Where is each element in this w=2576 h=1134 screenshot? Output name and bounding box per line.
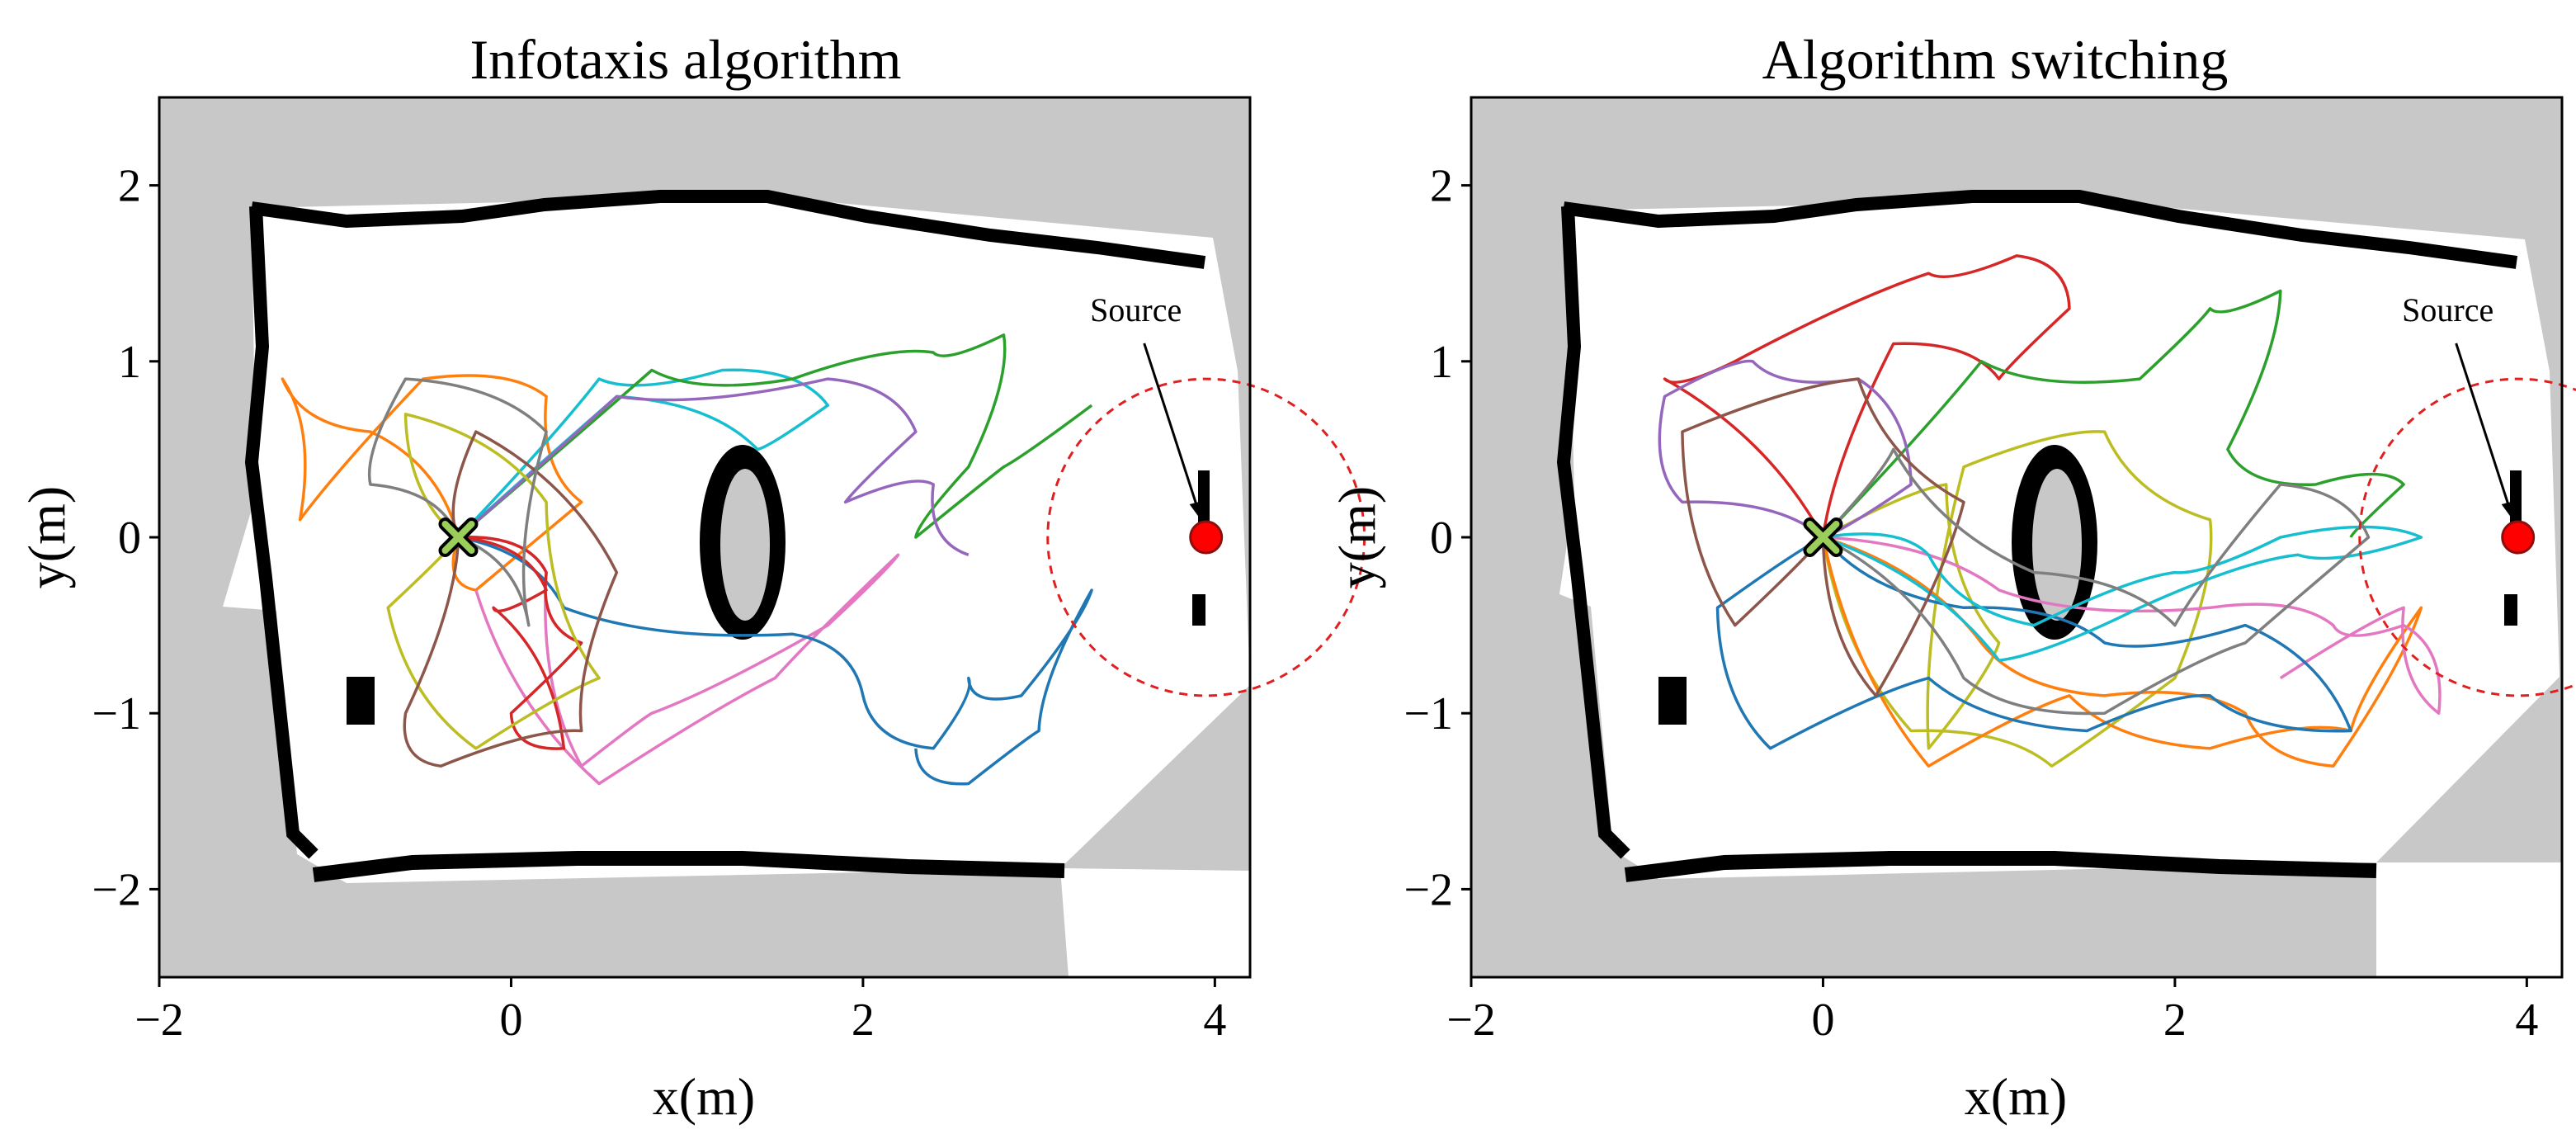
map-obstacle-inner <box>720 469 770 621</box>
map-obstacle-right-2 <box>1192 594 1205 626</box>
source-arrow <box>1143 343 1201 515</box>
trajectory-line <box>1681 377 1965 697</box>
source-label: Source <box>1090 291 1182 328</box>
y-axis-ticks: −2 −1 0 1 2 <box>1404 161 1471 915</box>
trajectory-series <box>1658 254 2442 768</box>
map-obstacle-small <box>1658 677 1687 725</box>
map-obstacle-small <box>347 677 375 725</box>
trajectory-line <box>458 536 1093 786</box>
trajectory-line <box>1823 536 2442 715</box>
trajectory-line <box>1658 359 1913 539</box>
source-marker <box>1189 520 1224 555</box>
chart-title: Algorithm switching <box>1762 28 2229 91</box>
y-tick-label: −1 <box>1404 688 1453 739</box>
x-axis-label: x(m) <box>653 1067 755 1126</box>
y-axis-label: y(m) <box>17 486 76 588</box>
trajectory-line <box>1822 447 2371 716</box>
x-tick-label: 4 <box>1203 995 1226 1046</box>
source-label: Source <box>2402 291 2493 328</box>
start-marker-fill <box>441 521 475 554</box>
map-obstacle-inner <box>2032 469 2082 621</box>
start-marker <box>1803 517 1843 557</box>
panel-infotaxis: Infotaxis algorithm Source −2 0 2 4 −2 −1 0 1 2… <box>17 28 1366 1126</box>
source-arrow <box>2455 343 2513 515</box>
x-tick-label: −2 <box>1446 995 1496 1046</box>
y-tick-label: 1 <box>118 337 141 388</box>
panel-algorithm-switching: Algorithm switching Source −2 0 2 4 −2 −1 0 1 2… <box>1328 28 2576 1126</box>
start-marker-fill <box>1806 521 1840 554</box>
map-obstacle-right-2 <box>2504 594 2517 626</box>
map-wall-top <box>1562 190 2518 269</box>
trajectory-line <box>1821 430 2213 768</box>
x-tick-label: −2 <box>134 995 184 1046</box>
y-tick-label: −1 <box>92 688 141 739</box>
x-axis-label: x(m) <box>1965 1067 2067 1126</box>
trajectory-series <box>281 333 1093 786</box>
trajectory-line <box>1663 254 2071 538</box>
x-tick-label: 4 <box>2515 995 2538 1046</box>
source-radius-ring <box>1046 377 1366 697</box>
trajectory-line <box>1822 289 2405 539</box>
x-axis-ticks: −2 0 2 4 <box>1446 977 2538 1046</box>
chart-title: Infotaxis algorithm <box>469 28 901 91</box>
y-axis-ticks: −2 −1 0 1 2 <box>92 161 159 915</box>
trajectory-line <box>367 377 548 627</box>
map-wall-bottom <box>312 851 1065 882</box>
trajectory-line <box>457 377 970 556</box>
x-tick-label: 2 <box>2163 995 2187 1046</box>
y-tick-label: 0 <box>118 513 141 564</box>
y-tick-label: 0 <box>1430 513 1453 564</box>
trajectory-line <box>403 430 619 768</box>
map-free-space-lower-right <box>2376 862 2562 977</box>
x-axis-ticks: −2 0 2 4 <box>134 977 1226 1046</box>
start-marker <box>438 517 479 557</box>
map-wall-bottom <box>1624 851 2377 882</box>
source-arrowhead <box>2501 501 2515 522</box>
map-obstacle-right <box>2510 470 2522 528</box>
trajectory-line <box>457 333 1093 539</box>
trajectory-line <box>458 535 900 786</box>
map-wall-top <box>250 190 1206 269</box>
x-tick-label: 0 <box>1811 995 1834 1046</box>
y-tick-label: 2 <box>1430 161 1453 212</box>
trajectory-line <box>1822 525 2423 662</box>
trajectory-line <box>386 413 601 750</box>
y-tick-label: 1 <box>1430 337 1453 388</box>
source-arrowhead <box>1189 501 1203 522</box>
y-tick-label: 2 <box>118 161 141 212</box>
source-radius-ring <box>2358 377 2576 697</box>
map-wall-left <box>244 206 318 859</box>
x-tick-label: 0 <box>499 995 522 1046</box>
source-marker <box>2501 520 2536 555</box>
trajectory-line <box>458 535 583 750</box>
x-tick-label: 2 <box>852 995 875 1046</box>
y-tick-label: −2 <box>92 864 141 915</box>
map-wall-left <box>1556 206 1630 859</box>
trajectory-line <box>1715 536 2352 750</box>
map-obstacle-right <box>1198 470 1210 528</box>
y-tick-label: −2 <box>1404 864 1453 915</box>
trajectory-line <box>1821 536 2423 768</box>
y-axis-label: y(m) <box>1328 486 1386 588</box>
